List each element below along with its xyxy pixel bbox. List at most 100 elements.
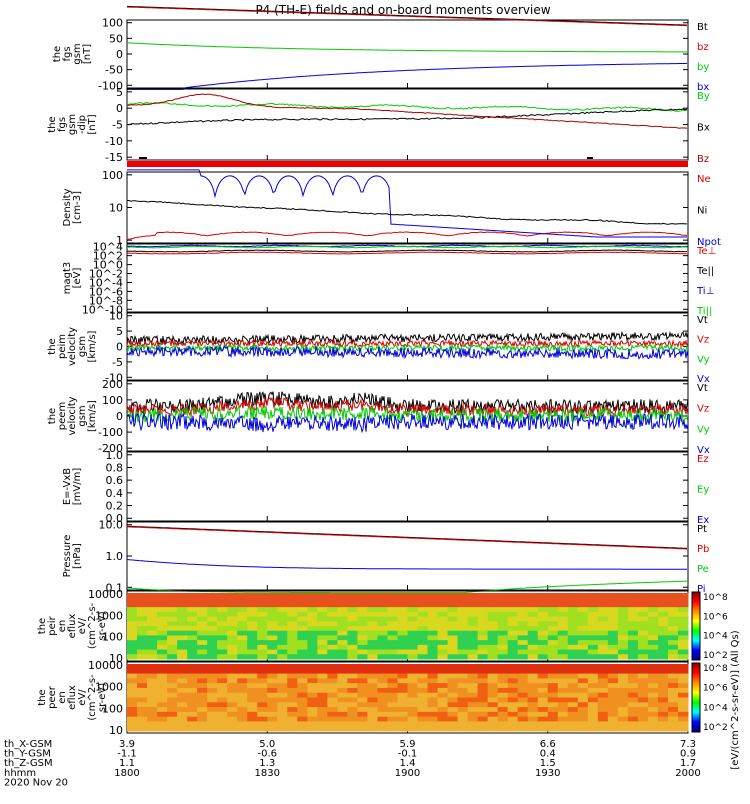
spectrogram-cell xyxy=(247,597,258,603)
spectrogram-cell xyxy=(157,697,168,703)
spectrogram-cell xyxy=(157,673,168,679)
spectrogram-cell xyxy=(367,593,378,599)
spectrogram-cell xyxy=(387,597,398,603)
spectrogram-cell xyxy=(187,611,198,618)
y-tick-label: 10^-6 xyxy=(89,285,123,298)
spectrogram-cell xyxy=(317,616,328,622)
spectrogram-cell xyxy=(447,668,459,675)
spectrogram-cell xyxy=(437,716,449,722)
spectrogram-cell xyxy=(677,593,689,599)
spectrogram-cell xyxy=(447,716,459,722)
spectrogram-cell xyxy=(427,597,439,603)
spectrogram-cell xyxy=(397,630,408,636)
spectrogram-cell xyxy=(437,664,449,670)
spectrogram-cell xyxy=(397,687,408,694)
spectrogram-cell xyxy=(677,687,689,694)
spectrogram-cell xyxy=(227,716,238,722)
spectrogram-cell xyxy=(447,621,459,627)
colorbar-label: [eV/(cm^2-s-sr-eV)] (All Qs) xyxy=(730,630,741,769)
y-tick-label: 10^-4 xyxy=(89,276,123,289)
spectrogram-cell xyxy=(567,635,579,641)
spectrogram-cell xyxy=(237,602,248,608)
spectrogram-cell xyxy=(357,683,368,689)
spectrogram-cell xyxy=(337,607,348,613)
spectrogram-cell xyxy=(597,626,609,632)
colorbar-tick-label: 10^8 xyxy=(703,593,728,603)
spectrogram-cell xyxy=(337,711,348,718)
spectrogram-cell xyxy=(447,607,459,613)
spectrogram-cell xyxy=(227,673,238,679)
spectrogram-cell xyxy=(177,621,188,627)
spectrogram-cell xyxy=(267,635,278,641)
spectrogram-cell xyxy=(507,644,519,651)
spectrogram-cell xyxy=(527,721,539,727)
y-axis-label: the xyxy=(52,46,63,62)
spectrogram-cell xyxy=(147,668,158,675)
spectrogram-cell xyxy=(637,654,649,660)
spectrogram-cell xyxy=(517,716,529,722)
spectrogram-cell xyxy=(597,640,609,646)
spectrogram-cell xyxy=(447,707,459,713)
spectrogram-cell xyxy=(157,664,168,670)
y-tick-label: -5 xyxy=(112,119,123,132)
spectrogram-cell xyxy=(267,593,278,599)
spectrogram-cell xyxy=(407,721,419,727)
spectrogram-cell xyxy=(557,726,569,732)
spectrogram-cell xyxy=(667,683,679,689)
spectrogram-cell xyxy=(517,593,529,599)
spectrogram-cell xyxy=(237,726,248,732)
spectrogram-cell xyxy=(487,607,499,613)
spectrogram-cell xyxy=(167,707,178,713)
spectrogram-cell xyxy=(177,697,188,703)
spectrogram-cell xyxy=(477,621,489,627)
spectrogram-cell xyxy=(637,616,649,622)
spectrogram-cell xyxy=(677,664,689,670)
spectrogram-cell xyxy=(127,640,138,646)
spectrogram-cell xyxy=(187,692,198,698)
spectrogram-cell xyxy=(447,635,459,641)
spectrogram-cell xyxy=(317,664,328,670)
spectrogram-cell xyxy=(377,687,388,694)
spectrogram-cell xyxy=(377,711,388,718)
spectrogram-cell xyxy=(547,654,559,660)
y-tick-label: 0.1 xyxy=(106,581,124,594)
spectrogram-cell xyxy=(627,721,639,727)
spectrogram-cell xyxy=(627,635,639,641)
spectrogram-cell xyxy=(507,711,519,718)
spectrogram-cell xyxy=(127,673,138,679)
spectrogram-cell xyxy=(277,640,288,646)
spectrogram-cell xyxy=(227,726,238,732)
spectrogram-cell xyxy=(307,607,318,613)
spectrogram-cell xyxy=(477,597,489,603)
spectrogram-cell xyxy=(217,597,228,603)
spectrogram-cell xyxy=(627,654,639,660)
spectrogram-cell xyxy=(677,726,689,732)
spectrogram-cell xyxy=(217,635,228,641)
spectrogram-cell xyxy=(127,593,138,599)
spectrogram-cell xyxy=(317,707,328,713)
spectrogram-cell xyxy=(667,602,679,608)
legend-label: Vt xyxy=(697,383,708,394)
spectrogram-cell xyxy=(527,702,539,708)
spectrogram-cell xyxy=(607,626,619,632)
spectrogram-cell xyxy=(547,602,559,608)
spectrogram-cell xyxy=(417,707,429,713)
spectrogram-cell xyxy=(157,616,168,622)
spectrogram-cell xyxy=(287,640,298,646)
spectrogram-cell xyxy=(617,635,629,641)
spectrogram-cell xyxy=(597,716,609,722)
spectrogram-cell xyxy=(487,635,499,641)
spectrogram-cell xyxy=(217,702,228,708)
spectrogram-cell xyxy=(317,649,328,655)
spectrogram-cell xyxy=(257,626,268,632)
spectrogram-cell xyxy=(127,602,138,608)
spectrogram-cell xyxy=(557,668,569,675)
spectrogram-cell xyxy=(417,668,429,675)
spectrogram-cell xyxy=(467,640,479,646)
spectrogram-cell xyxy=(497,668,509,675)
spectrogram-cell xyxy=(637,721,649,727)
spectrogram-cell xyxy=(457,692,469,698)
footer-value-x_gsm: 5.9 xyxy=(400,739,416,750)
spectrogram-cell xyxy=(427,611,439,618)
